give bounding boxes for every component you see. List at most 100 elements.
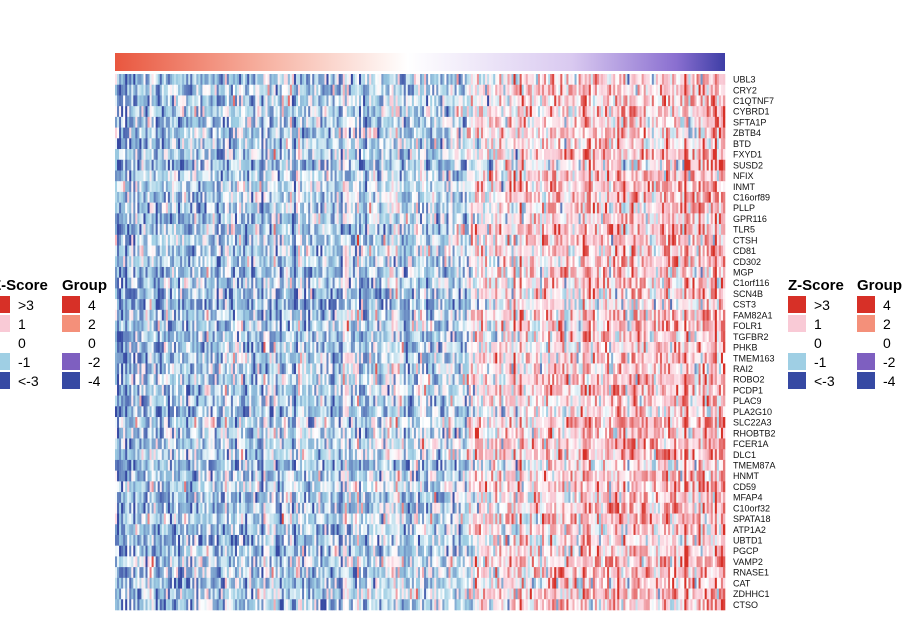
heatmap-cell [151,191,154,203]
heatmap-cell [513,213,516,225]
heatmap-cell [428,127,431,139]
heatmap-cell [436,138,439,150]
heatmap-cell [387,202,390,214]
heatmap-cell [399,84,402,96]
heatmap-cell [161,95,165,107]
heatmap-cell [314,191,317,203]
heatmap-cell [655,138,659,150]
heatmap-cell [424,245,427,257]
heatmap-cell [300,116,303,128]
heatmap-cell [521,202,524,214]
heatmap-cell [442,116,445,128]
heatmap-cell [617,170,620,182]
heatmap-cell [590,149,594,161]
heatmap-cell [200,116,203,128]
heatmap-cell [718,234,722,246]
heatmap-cell [690,138,693,150]
heatmap-cell [326,95,329,107]
heatmap-cell [525,95,529,107]
heatmap-cell [239,106,242,118]
heatmap-cell [186,74,189,86]
heatmap-cell [460,191,463,203]
heatmap-cell [385,127,388,139]
heatmap-cell [245,74,248,86]
heatmap-cell [133,234,136,246]
heatmap-cell [440,159,443,171]
heatmap-cell [708,213,712,225]
heatmap-cell [194,213,197,225]
heatmap-cell [224,191,228,203]
heatmap-cell [505,234,508,246]
heatmap-cell [698,234,701,246]
heatmap-cell [625,127,628,139]
heatmap-cell [267,138,270,150]
heatmap-cell [684,159,687,171]
heatmap-cell [161,116,165,128]
heatmap-cell [237,234,240,246]
heatmap-cell [684,116,687,128]
heatmap-cell [554,84,557,96]
heatmap-cell [466,159,470,171]
heatmap-cell [619,159,622,171]
heatmap-cell [501,138,504,150]
heatmap-cell [544,202,547,214]
heatmap-cell [643,138,646,150]
heatmap-cell [375,138,378,150]
heatmap-cell [381,95,384,107]
heatmap-cell [232,234,236,246]
heatmap-cell [249,234,252,246]
heatmap-cell [517,213,520,225]
heatmap-cell [497,116,500,128]
heatmap-cell [363,202,366,214]
heatmap-cell [334,224,337,236]
heatmap-cell [320,84,323,96]
heatmap-cell [690,181,693,193]
heatmap-cell [255,84,258,96]
heatmap-cell [261,84,264,96]
heatmap-cell [700,213,703,225]
heatmap-cell [472,116,476,128]
heatmap-cell [320,181,323,193]
heatmap-cell [316,170,319,182]
heatmap-cell [218,84,222,96]
heatmap-cell [328,116,331,128]
heatmap-cell [653,138,657,150]
heatmap-cell [718,138,722,150]
heatmap-cell [661,74,665,86]
heatmap-cell [336,224,339,236]
heatmap-cell [633,149,636,161]
heatmap-cell [417,138,421,150]
heatmap-cell [320,245,323,257]
heatmap-cell [539,138,543,150]
heatmap-cell [708,138,712,150]
heatmap-cell [544,191,547,203]
heatmap-cell [226,127,230,139]
heatmap-cell [125,149,128,161]
heatmap-cell [511,191,514,203]
heatmap-cell [251,95,254,107]
heatmap-cell [308,170,311,182]
heatmap-cell [163,149,167,161]
heatmap-cell [200,138,203,150]
heatmap-cell [385,116,388,128]
heatmap-cell [546,106,549,118]
heatmap-cell [716,181,720,193]
heatmap-cell [466,149,470,161]
heatmap-cell [123,138,126,150]
heatmap-cell [531,191,535,203]
heatmap-cell [513,138,516,150]
heatmap-cell [436,74,439,86]
heatmap-cell [281,149,285,161]
heatmap-cell [247,74,250,86]
heatmap-cell [318,106,321,118]
heatmap-cell [572,191,575,203]
heatmap-cell [684,149,687,161]
heatmap-cell [285,213,289,225]
heatmap-cell [163,224,167,236]
heatmap-cell [586,202,590,214]
heatmap-cell [397,159,400,171]
heatmap-cell [503,116,506,128]
heatmap-cell [336,245,339,257]
heatmap-cell [234,159,238,171]
heatmap-cell [649,224,653,236]
